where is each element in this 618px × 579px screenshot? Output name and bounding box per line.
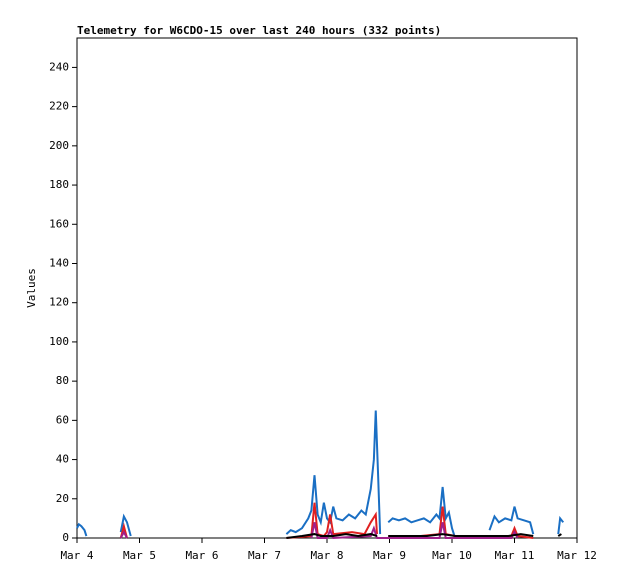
plot-frame [76,37,578,539]
x-tick-label: Mar 9 [373,549,406,562]
series-line [76,522,88,537]
y-tick-label: 100 [49,335,69,348]
y-tick-label: 120 [49,296,69,309]
x-tick-label: Mar 8 [310,549,343,562]
series-line [387,486,456,537]
x-tick-label: Mar 5 [123,549,156,562]
y-tick-label: 40 [56,453,69,466]
y-tick-label: 60 [56,413,69,426]
series-line [119,513,132,537]
y-tick-label: 20 [56,492,69,505]
x-tick-label: Mar 6 [185,549,218,562]
series-line [488,506,535,535]
y-tick-label: 200 [49,139,69,152]
y-tick-label: 160 [49,217,69,230]
y-tick-label: 0 [62,531,69,544]
x-tick-label: Mar 11 [495,549,535,562]
x-tick-label: Mar 10 [432,549,472,562]
series-line [557,515,565,535]
series-line [119,529,128,539]
series-line [286,533,378,539]
series-line [286,502,378,539]
series-line [310,522,519,540]
y-tick-label: 80 [56,374,69,387]
x-tick-label: Mar 7 [248,549,281,562]
series-line [557,533,562,537]
series-line [388,533,534,538]
chart-title: Telemetry for W6CDO-15 over last 240 hou… [77,24,441,37]
y-tick-label: 220 [49,100,69,113]
x-tick-label: Mar 12 [557,549,597,562]
x-tick-label: Mar 4 [60,549,93,562]
y-tick-label: 240 [49,60,69,73]
y-tick-label: 140 [49,256,69,269]
y-axis-label: Values [25,268,38,308]
y-tick-label: 180 [49,178,69,191]
series-line [285,410,382,535]
